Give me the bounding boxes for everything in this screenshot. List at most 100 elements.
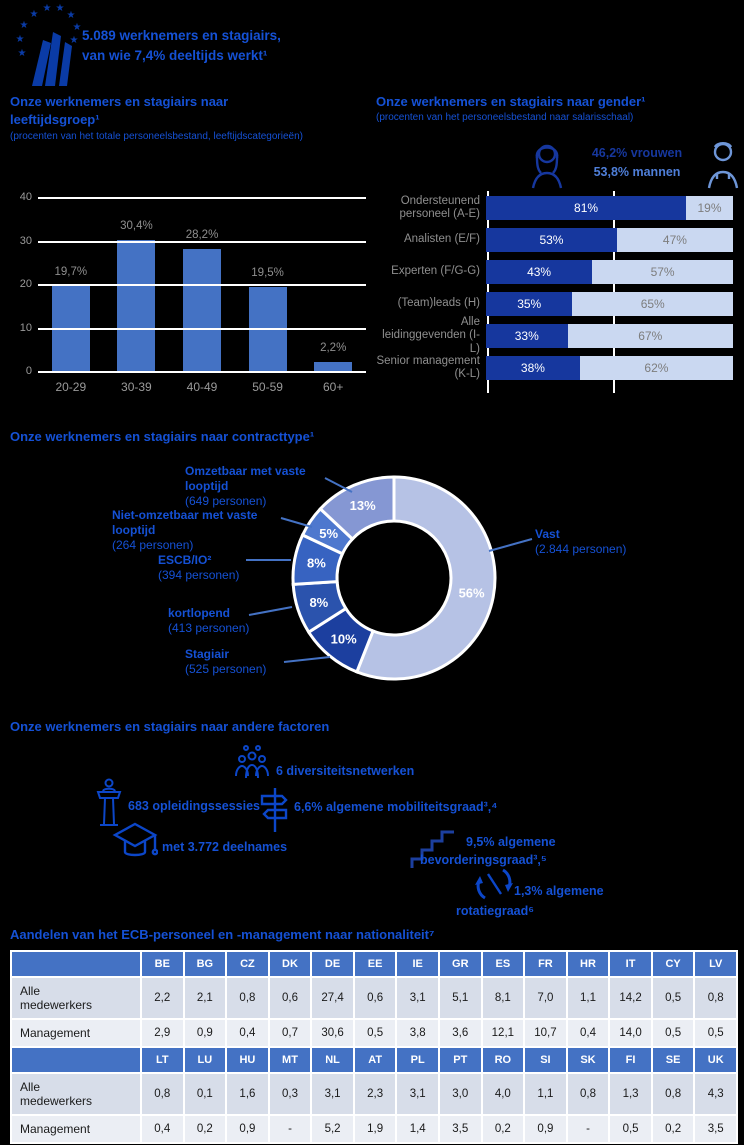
gender-row-label: (Team)leads (H) — [397, 297, 480, 310]
table-country-header: BG — [184, 952, 226, 976]
gender-row-label: Analisten (E/F) — [403, 233, 480, 246]
gender-row: Ondersteunend personeel (A-E) 81% 19% — [376, 194, 742, 220]
gender-bar-men: 19% — [686, 196, 733, 220]
gender-row-label: Ondersteunend personeel (A-E) — [399, 194, 480, 220]
table-country-header: PL — [397, 1048, 438, 1072]
woman-icon — [526, 138, 568, 192]
table-cell: 0,3 — [269, 1074, 311, 1114]
table-cell: 0,4 — [567, 1020, 609, 1046]
nationality-table-title: Aandelen van het ECB-personeel en -manag… — [10, 927, 435, 942]
header-line2: van wie 7,4% deeltijds werkt¹ — [82, 47, 268, 63]
factor-rotatie-line2: rotatiegraad⁶ — [456, 904, 534, 918]
gender-totals: 46,2% vrouwen 53,8% mannen — [572, 144, 702, 182]
gender-bar-track: 33% 67% — [486, 324, 733, 348]
table-cell: 30,6 — [312, 1020, 353, 1046]
gender-bar-track: 53% 47% — [486, 228, 733, 252]
table-cell: 12,1 — [482, 1020, 524, 1046]
donut-slice-pct: 10% — [331, 631, 357, 646]
gender-row-label: Alle leidinggevenden (I-L) — [382, 316, 480, 355]
donut-leader-line — [488, 538, 533, 552]
table-cell: 0,9 — [227, 1116, 268, 1142]
table-cell: 3,8 — [397, 1020, 438, 1046]
factor-deelnames: met 3.772 deelnames — [162, 840, 288, 854]
table-country-header: IT — [610, 952, 651, 976]
gender-bar-track: 38% 62% — [486, 356, 733, 380]
gender-row: Alle leidinggevenden (I-L) 33% 67% — [376, 316, 742, 355]
age-bar — [248, 287, 287, 372]
table-cell: 2,2 — [142, 978, 183, 1018]
donut-label-niet-omzetbaar: Niet-omzetbaar met vaste looptijd (264 p… — [112, 508, 258, 552]
table-country-header: PT — [440, 1048, 481, 1072]
donut-slice-pct: 56% — [459, 585, 485, 600]
gender-chart: 46,2% vrouwen 53,8% mannen Ondersteunend… — [376, 130, 742, 400]
table-cell: 4,0 — [482, 1074, 524, 1114]
age-bar-value: 30,4% — [120, 219, 153, 232]
donut-slice-pct: 5% — [319, 526, 338, 541]
gender-bar-women: 43% — [486, 260, 593, 284]
header-line1: 5.089 werknemers en stagiairs, — [82, 28, 281, 43]
table-cell: 1,3 — [610, 1074, 651, 1114]
gridline — [38, 197, 366, 199]
table-cell: 3,5 — [695, 1116, 736, 1142]
factor-mobiliteit: 6,6% algemene mobiliteitsgraad³,⁴ — [294, 800, 498, 814]
gender-row: Senior management (K-L) 38% 62% — [376, 354, 742, 380]
age-bar-value: 19,5% — [251, 267, 284, 280]
table-corner-cell — [12, 1048, 140, 1072]
table-country-header: CZ — [227, 952, 268, 976]
gender-row: Analisten (E/F) 53% 47% — [376, 228, 742, 252]
table-country-header: IE — [397, 952, 438, 976]
table-cell: 3,1 — [397, 1074, 438, 1114]
table-country-header: LV — [695, 952, 736, 976]
table-cell: 0,2 — [184, 1116, 226, 1142]
svg-text:★: ★ — [30, 9, 39, 20]
gridline — [38, 284, 366, 286]
table-row-label: Management — [12, 1020, 140, 1046]
svg-text:★: ★ — [56, 3, 65, 14]
svg-text:★: ★ — [16, 34, 25, 45]
table-row-label: Management — [12, 1116, 140, 1142]
gender-row: Experten (F/G-G) 43% 57% — [376, 260, 742, 284]
age-category-label: 50-59 — [252, 380, 283, 394]
y-axis-tick: 30 — [19, 234, 32, 247]
table-country-header: EE — [354, 952, 396, 976]
table-cell: 0,5 — [652, 1020, 694, 1046]
svg-text:★: ★ — [70, 35, 79, 46]
women-total: 46,2% vrouwen — [591, 146, 683, 160]
table-cell: 0,6 — [354, 978, 396, 1018]
age-section-subtitle: (procenten van het totale personeelsbest… — [10, 131, 303, 142]
table-cell: 0,5 — [695, 1020, 736, 1046]
table-country-header: HR — [567, 952, 609, 976]
table-country-header: DK — [269, 952, 311, 976]
table-cell: 0,8 — [652, 1074, 694, 1114]
table-cell: 4,3 — [695, 1074, 736, 1114]
table-cell: 3,5 — [440, 1116, 481, 1142]
man-icon — [702, 138, 744, 192]
y-axis-tick: 40 — [19, 191, 32, 203]
gridline — [38, 240, 366, 243]
donut-slice — [354, 475, 497, 681]
factor-rotatie-line1: 1,3% algemene — [514, 884, 604, 898]
table-cell: 0,5 — [652, 978, 694, 1018]
table-cell: 1,9 — [354, 1116, 396, 1142]
table-cell: 3,1 — [397, 978, 438, 1018]
donut-leader-line — [283, 656, 331, 663]
table-cell: 0,2 — [482, 1116, 524, 1142]
graduation-cap-icon — [112, 820, 158, 864]
table-cell: 5,2 — [312, 1116, 353, 1142]
gender-row-label: Experten (F/G-G) — [391, 265, 480, 278]
gender-bar-men: 67% — [567, 324, 733, 348]
gender-bar-women: 35% — [486, 292, 573, 316]
people-group-icon — [234, 744, 270, 784]
table-cell: 0,4 — [142, 1116, 183, 1142]
table-corner-cell — [12, 952, 140, 976]
table-cell: 1,1 — [567, 978, 609, 1018]
table-cell: 14,2 — [610, 978, 651, 1018]
contract-section-title: Onze werknemers en stagiairs naar contra… — [10, 429, 315, 444]
gender-row: (Team)leads (H) 35% 65% — [376, 292, 742, 316]
gender-row-label: Senior management (K-L) — [376, 354, 480, 380]
table-country-header: CY — [652, 952, 694, 976]
table-country-header: SE — [652, 1048, 694, 1072]
table-cell: 10,7 — [525, 1020, 566, 1046]
donut-slice-pct: 8% — [307, 556, 326, 571]
